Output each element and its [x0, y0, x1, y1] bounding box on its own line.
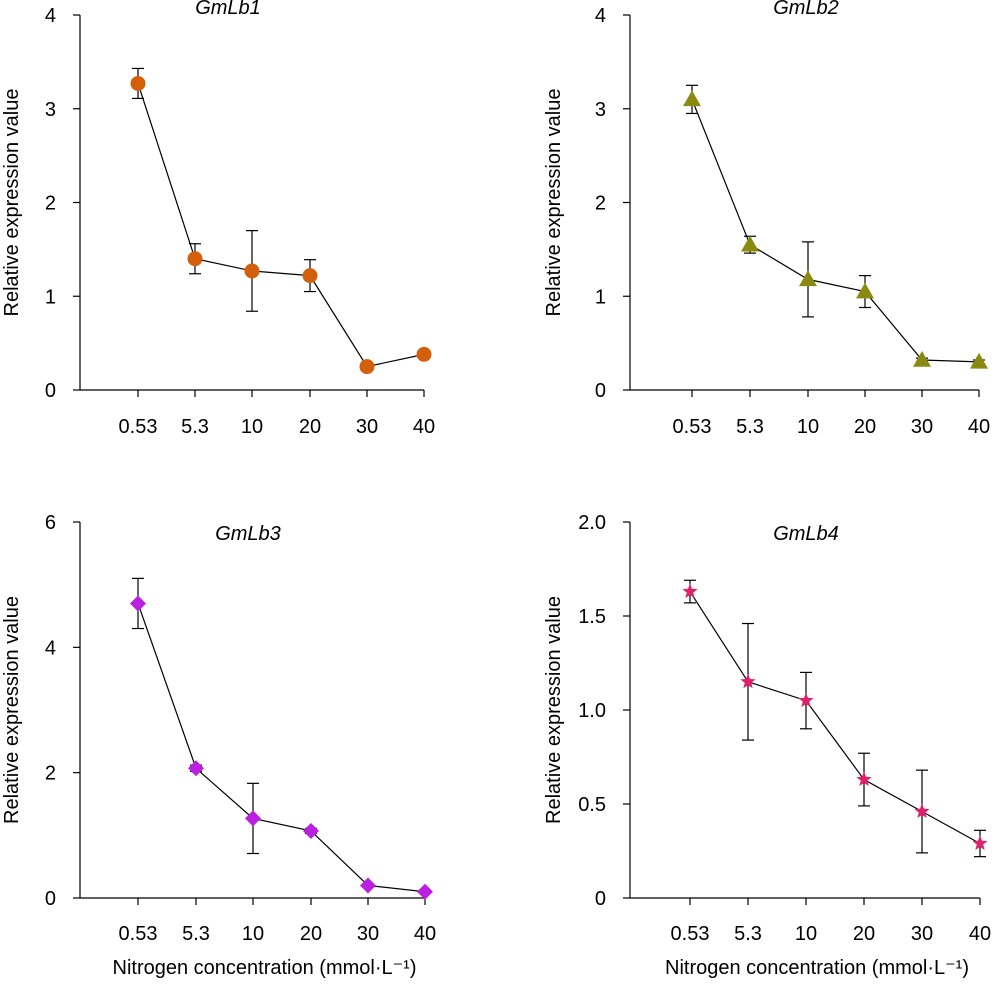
x-axis-label: Nitrogen concentration (mmol·L⁻¹) — [665, 957, 969, 979]
x-tick-label: 5.3 — [181, 416, 209, 438]
y-tick-label: 0 — [595, 380, 606, 402]
x-tick-label: 0.53 — [119, 416, 158, 438]
x-tick-label: 40 — [413, 416, 435, 438]
data-point — [970, 352, 988, 369]
data-point — [188, 760, 204, 777]
data-point — [740, 673, 756, 689]
data-point — [187, 251, 203, 267]
data-point — [856, 771, 872, 787]
y-tick-label: 4 — [595, 5, 606, 27]
data-point — [303, 822, 319, 839]
data-point — [359, 359, 375, 375]
y-tick-label: 2.0 — [578, 512, 606, 534]
x-tick-label: 10 — [242, 923, 264, 945]
panel-gmlb3: 0 2 4 6 0.53 5.3 10 20 30 40 GmLb3 Relative express… — [1, 512, 436, 979]
panel-gmlb2: 0 1 2 3 4 0.53 5.3 10 20 30 40 GmLb2 Relative expres… — [543, 0, 990, 438]
y-axis-label: Relative expression value — [1, 89, 23, 317]
x-tick-label: 5.3 — [736, 416, 764, 438]
x-tick-label: 10 — [795, 923, 817, 945]
data-point — [683, 90, 701, 107]
y-tick-label: 6 — [45, 512, 56, 534]
y-tick-label: 0.5 — [578, 794, 606, 816]
x-tick-label: 40 — [968, 416, 990, 438]
y-tick-label: 2 — [45, 763, 56, 785]
y-tick-label: 4 — [45, 5, 56, 27]
data-point — [245, 810, 261, 827]
x-tick-label: 30 — [911, 923, 933, 945]
panel-gmlb4: 0 0.5 1.0 1.5 2.0 0.53 5.3 10 20 30 40 GmLb4 Relativ… — [543, 512, 991, 979]
series-line — [689, 591, 981, 845]
y-tick-label: 1 — [595, 286, 606, 308]
y-tick-label: 0 — [45, 380, 56, 402]
data-point — [360, 877, 376, 894]
panel-title: GmLb4 — [773, 523, 839, 545]
x-tick-label: 20 — [299, 416, 321, 438]
x-tick-label: 20 — [300, 923, 322, 945]
x-tick-label: 0.53 — [119, 923, 158, 945]
x-tick-label: 30 — [911, 416, 933, 438]
data-point — [741, 235, 759, 252]
y-tick-label: 0 — [45, 888, 56, 910]
data-point — [302, 268, 318, 284]
y-tick-label: 3 — [595, 99, 606, 121]
x-tick-label: 0.53 — [673, 416, 712, 438]
x-tick-label: 10 — [241, 416, 263, 438]
series-line — [137, 83, 425, 368]
panel-title: GmLb3 — [215, 523, 281, 545]
data-point — [799, 270, 817, 287]
series-line — [137, 603, 426, 893]
data-point — [972, 835, 988, 850]
panel-gmlb1: 0 1 2 3 4 0.53 5.3 10 20 30 40 GmLb1 Relative expres… — [1, 0, 435, 438]
y-tick-label: 0 — [595, 888, 606, 910]
x-tick-label: 30 — [357, 923, 379, 945]
y-axis-label: Relative expression value — [543, 596, 565, 824]
y-tick-label: 1 — [45, 286, 56, 308]
data-point — [417, 883, 433, 900]
data-point — [130, 75, 146, 91]
y-tick-label: 1.0 — [578, 700, 606, 722]
y-tick-label: 2 — [595, 193, 606, 215]
data-point — [130, 595, 146, 612]
x-tick-label: 0.53 — [671, 923, 710, 945]
y-tick-label: 4 — [45, 637, 56, 659]
x-tick-label: 5.3 — [182, 923, 210, 945]
data-point — [798, 692, 814, 708]
data-point — [682, 583, 698, 599]
x-tick-label: 10 — [797, 416, 819, 438]
y-tick-label: 1.5 — [578, 606, 606, 628]
y-tick-label: 2 — [45, 193, 56, 215]
x-tick-label: 20 — [853, 923, 875, 945]
y-tick-label: 3 — [45, 99, 56, 121]
x-axis-label: Nitrogen concentration (mmol·L⁻¹) — [113, 957, 417, 979]
panel-title: GmLb1 — [195, 0, 261, 19]
data-point — [914, 803, 930, 818]
x-tick-label: 30 — [356, 416, 378, 438]
x-tick-label: 40 — [414, 923, 436, 945]
y-axis-label: Relative expression value — [543, 89, 565, 317]
x-tick-label: 5.3 — [734, 923, 762, 945]
data-point — [856, 282, 874, 299]
data-point — [244, 263, 260, 279]
y-axis-label: Relative expression value — [1, 596, 23, 824]
series-line — [691, 99, 980, 363]
data-point — [416, 346, 432, 362]
data-point — [913, 351, 931, 367]
x-tick-label: 40 — [969, 923, 991, 945]
panel-title: GmLb2 — [773, 0, 839, 19]
x-tick-label: 20 — [854, 416, 876, 438]
